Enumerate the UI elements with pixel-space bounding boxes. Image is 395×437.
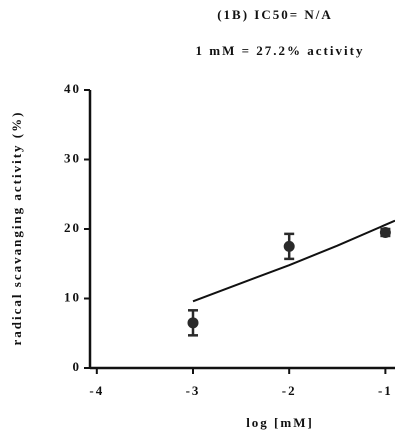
x-axis-label: log [mM]	[246, 415, 314, 430]
point	[283, 240, 295, 252]
x-tick-label: -4	[89, 383, 104, 398]
chart-title: (1B) IC50= N/A	[217, 7, 333, 22]
y-tick-label: 40	[64, 81, 81, 96]
x-tick-label: -1	[378, 383, 393, 398]
fit-line	[192, 219, 395, 303]
y-tick-label: 30	[64, 150, 81, 165]
y-tick-label: 10	[64, 289, 81, 304]
y-tick-label: 20	[64, 220, 81, 235]
y-axis-label: radical scavanging activity (%)	[9, 111, 24, 346]
point	[379, 226, 391, 238]
y-tick-label: 0	[73, 359, 82, 374]
point	[187, 317, 199, 329]
x-tick-label: -2	[282, 383, 297, 398]
x-tick-label: -3	[186, 383, 201, 398]
chart-subtitle: 1 mM = 27.2% activity	[196, 43, 365, 58]
